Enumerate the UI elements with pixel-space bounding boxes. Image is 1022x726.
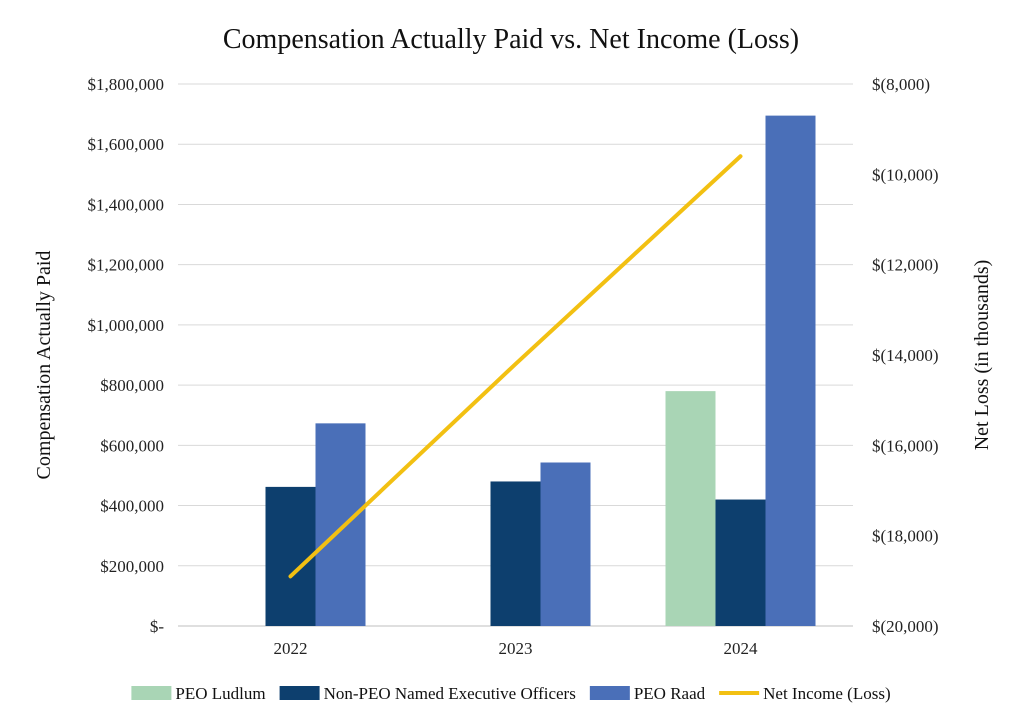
legend-swatch — [131, 686, 172, 700]
legend: PEO Ludlum Non-PEO Named Executive Office… — [131, 684, 891, 703]
bars — [265, 115, 816, 626]
line-point — [515, 363, 516, 365]
y2-tick-label: $(20,000) — [872, 617, 939, 636]
x-tick-label: 2024 — [724, 639, 759, 658]
y-tick-label: $1,200,000 — [88, 256, 165, 275]
y-tick-label: $- — [150, 617, 165, 636]
legend-swatch — [279, 686, 320, 700]
line-series — [288, 154, 743, 579]
legend-label: Net Income (Loss) — [763, 684, 890, 703]
bar-peo-ludlum-2024 — [665, 391, 716, 626]
line-point — [740, 155, 741, 157]
y-tick-label: $800,000 — [100, 376, 164, 395]
y-tick-label: $400,000 — [100, 497, 164, 516]
y-tick-label: $1,800,000 — [88, 75, 165, 94]
bar-peo-raad-2023 — [540, 462, 591, 626]
y2-axis-title: Net Loss (in thousands) — [971, 260, 993, 451]
legend-label: PEO Ludlum — [175, 684, 265, 703]
chart-title: Compensation Actually Paid vs. Net Incom… — [223, 24, 799, 55]
y-tick-label: $1,000,000 — [88, 316, 165, 335]
y2-tick-label: $(18,000) — [872, 527, 939, 546]
left-axis-ticks: $- $200,000 $400,000 $600,000 $800,000 $1,000… — [88, 75, 165, 636]
y-tick-label: $1,600,000 — [88, 135, 165, 154]
legend-label: PEO Raad — [634, 684, 706, 703]
bar-non-peo-named-executive-officers-2022 — [265, 486, 316, 626]
y2-tick-label: $(14,000) — [872, 346, 939, 365]
legend-label: Non-PEO Named Executive Officers — [324, 684, 576, 703]
x-axis-ticks: 2022 2023 2024 — [274, 639, 759, 658]
y2-tick-label: $(16,000) — [872, 436, 939, 455]
legend-swatch — [589, 686, 630, 700]
y2-tick-label: $(12,000) — [872, 256, 939, 275]
y2-tick-label: $(8,000) — [872, 75, 930, 94]
y-tick-label: $200,000 — [100, 557, 164, 576]
y-axis-title: Compensation Actually Paid — [33, 251, 55, 480]
bar-non-peo-named-executive-officers-2023 — [490, 481, 541, 626]
bar-non-peo-named-executive-officers-2024 — [715, 499, 766, 626]
x-tick-label: 2022 — [274, 639, 308, 658]
bar-peo-raad-2022 — [315, 423, 366, 626]
y2-tick-label: $(10,000) — [872, 165, 939, 184]
right-axis-ticks: $(20,000) $(18,000) $(16,000) $(14,000) $(12… — [872, 75, 939, 636]
bar-peo-raad-2024 — [765, 115, 816, 626]
y-tick-label: $1,400,000 — [88, 195, 165, 214]
line-point — [290, 575, 291, 577]
y-tick-label: $600,000 — [100, 436, 164, 455]
x-tick-label: 2023 — [499, 639, 533, 658]
